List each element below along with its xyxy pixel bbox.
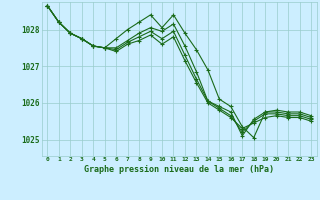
X-axis label: Graphe pression niveau de la mer (hPa): Graphe pression niveau de la mer (hPa) (84, 165, 274, 174)
